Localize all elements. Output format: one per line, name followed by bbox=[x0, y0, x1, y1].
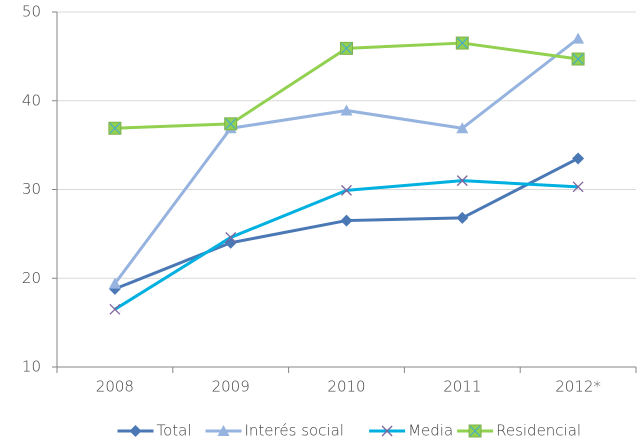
marker bbox=[108, 277, 121, 289]
marker bbox=[456, 175, 468, 187]
marker bbox=[381, 425, 393, 437]
marker bbox=[456, 211, 469, 224]
legend-label: Interés social bbox=[245, 422, 344, 440]
marker bbox=[468, 424, 482, 438]
marker bbox=[572, 181, 584, 193]
x-tick-label: 2009 bbox=[212, 378, 250, 396]
y-tick-label: 40 bbox=[22, 91, 41, 109]
marker bbox=[217, 425, 230, 436]
marker bbox=[456, 122, 469, 134]
x-tick-label: 2010 bbox=[327, 378, 365, 396]
marker-cross bbox=[572, 53, 584, 65]
marker bbox=[571, 52, 585, 66]
legend-label: Media bbox=[408, 422, 453, 440]
marker bbox=[340, 41, 353, 55]
marker-cross bbox=[225, 118, 237, 130]
marker bbox=[455, 36, 469, 50]
x-tick-label: 2008 bbox=[96, 378, 134, 396]
marker bbox=[340, 104, 353, 116]
marker-cross bbox=[341, 42, 352, 54]
marker bbox=[572, 152, 585, 165]
series-line bbox=[114, 179, 579, 311]
marker bbox=[572, 32, 585, 44]
marker bbox=[108, 121, 122, 135]
y-tick-label: 20 bbox=[22, 269, 41, 287]
marker bbox=[109, 303, 121, 315]
marker bbox=[225, 231, 237, 243]
x-tick-label: 2012* bbox=[555, 378, 601, 396]
marker bbox=[224, 117, 238, 131]
marker bbox=[341, 184, 352, 196]
marker-cross bbox=[456, 37, 468, 49]
y-tick-label: 50 bbox=[22, 3, 41, 21]
marker bbox=[129, 425, 142, 437]
marker-cross bbox=[469, 425, 481, 437]
marker-cross bbox=[109, 122, 121, 134]
marker bbox=[340, 214, 353, 227]
legend-label: Residencial bbox=[496, 422, 581, 440]
y-tick-label: 30 bbox=[22, 180, 41, 198]
x-tick-label: 2011 bbox=[443, 378, 481, 396]
series-line bbox=[113, 37, 580, 285]
y-tick-label: 10 bbox=[22, 358, 41, 376]
legend-label: Total bbox=[157, 422, 192, 440]
